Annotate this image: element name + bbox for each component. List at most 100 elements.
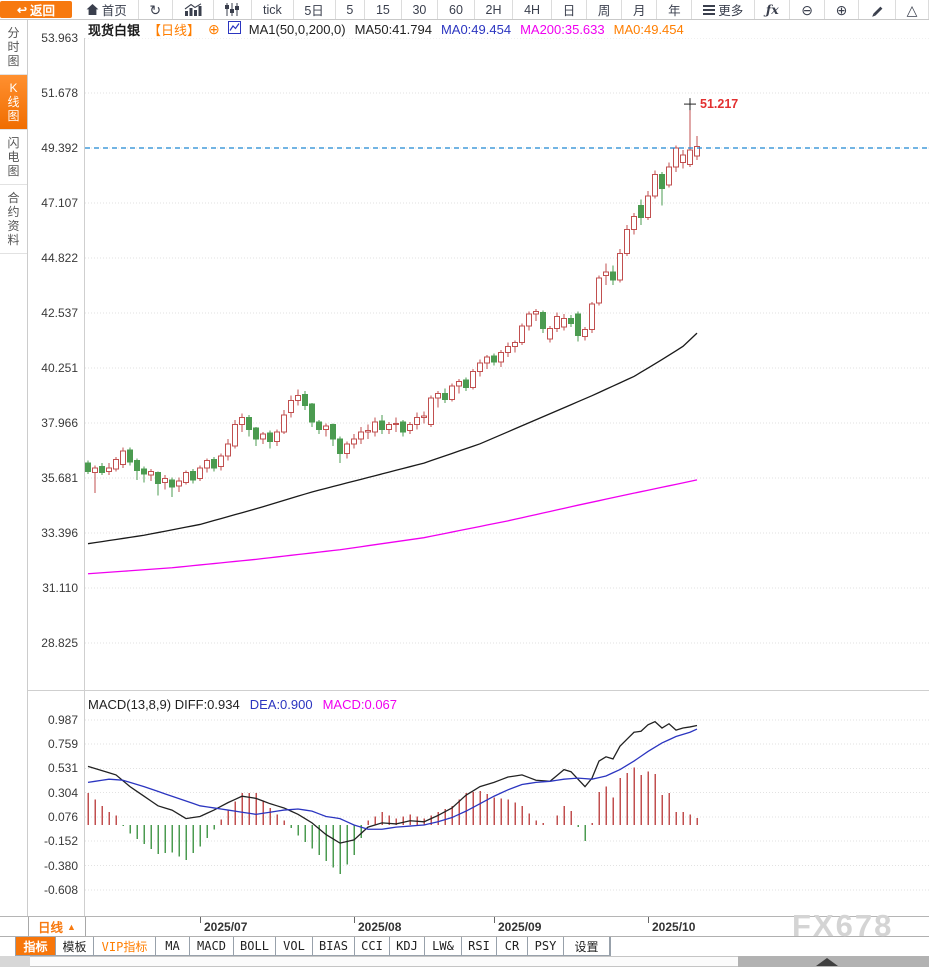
- fx-button[interactable]: ƒx: [755, 0, 791, 19]
- chevron-up-icon: ▲: [67, 921, 76, 932]
- sidebar-item-time-chart[interactable]: 分时图: [0, 20, 27, 75]
- period-button-15[interactable]: 15: [365, 0, 402, 19]
- main-y-axis-label: 40.251: [41, 360, 78, 375]
- period-dropdown-button[interactable]: 日线 ▲: [28, 917, 86, 936]
- tab-settings[interactable]: 设置: [564, 937, 610, 955]
- add-indicator-icon[interactable]: ⊕: [208, 20, 220, 37]
- candlestick-series: [85, 104, 700, 497]
- main-chart-legend: 现货白银 【日线】 ⊕ MA1(50,0,200,0) MA50:41.794 MA…: [88, 20, 693, 38]
- chart-canvas[interactable]: 51.217: [84, 38, 929, 916]
- more-label: 更多: [718, 4, 744, 18]
- main-y-axis-label: 49.392: [41, 141, 78, 155]
- sidebar-item-lightning-chart[interactable]: 闪电图: [0, 130, 27, 185]
- macd-diff-line: [87, 720, 698, 844]
- shapes-triangle-button[interactable]: △: [895, 0, 929, 19]
- ma-legend-values: MA1(50,0,200,0) MA50:41.794 MA0:49.454 MA20…: [249, 22, 693, 37]
- period-button-tick[interactable]: tick: [252, 0, 294, 19]
- sliders-button[interactable]: [213, 0, 253, 19]
- back-arrow-icon: ↩: [16, 2, 28, 17]
- tab-psy[interactable]: PSY: [528, 937, 564, 955]
- sidebar-item-contract-info[interactable]: 合约资料: [0, 185, 27, 254]
- tab-vip-indicators[interactable]: VIP指标: [94, 937, 156, 955]
- macd-legend: MACD(13,8,9) DIFF:0.934 DEA:0.900 MACD:0.0…: [88, 697, 407, 712]
- sliders-icon: [224, 3, 240, 16]
- zoom-out-icon: ⊖: [801, 1, 814, 18]
- bar-chart-button[interactable]: [172, 0, 214, 19]
- tab-rsi[interactable]: RSI: [462, 937, 497, 955]
- macd-legend-item: MACD:0.067: [322, 697, 398, 712]
- pen-button[interactable]: [859, 0, 896, 19]
- home-label: 首页: [101, 4, 127, 18]
- x-axis-tick: [354, 917, 355, 923]
- period-button-30[interactable]: 30: [401, 0, 439, 19]
- period-tag: 【日线】: [148, 22, 201, 38]
- tab-boll[interactable]: BOLL: [234, 937, 276, 955]
- macd-y-axis-label: 0.987: [47, 712, 78, 727]
- main-y-axis-label: 37.966: [41, 415, 78, 430]
- zoom-out-button[interactable]: ⊖: [790, 0, 825, 19]
- tab-indicators[interactable]: 指标: [16, 937, 56, 955]
- zoom-in-button[interactable]: ⊕: [824, 0, 860, 19]
- macd-y-axis-label: 0.076: [47, 809, 78, 824]
- period-button-5日[interactable]: 5日: [293, 0, 336, 19]
- period-button-2H[interactable]: 2H: [474, 0, 514, 19]
- horizontal-scrollbar-track[interactable]: [30, 956, 929, 967]
- macd-y-axis-label: 0.531: [47, 761, 78, 776]
- macd-legend-item: DEA:0.900: [249, 697, 313, 712]
- chart-style-icon[interactable]: [227, 21, 241, 37]
- top-toolbar: ↩ 返回 首页 ↻ tick 5日 5 15 30 60 2H 4H 日周月年 更多 ƒx ⊖ ⊕ △: [0, 0, 929, 20]
- tab-cr[interactable]: CR: [497, 937, 528, 955]
- x-axis-label: 2025/10: [652, 920, 696, 934]
- price-high-label: 51.217: [700, 97, 738, 111]
- tab-ma[interactable]: MA: [156, 937, 190, 955]
- tab-lwr[interactable]: LW&: [425, 937, 462, 955]
- period-button-周[interactable]: 周: [587, 0, 623, 19]
- more-button[interactable]: 更多: [692, 0, 756, 19]
- zoom-in-icon: ⊕: [835, 1, 848, 18]
- main-y-axis-label: 47.107: [41, 195, 78, 210]
- back-button[interactable]: ↩ 返回: [0, 1, 72, 18]
- scrollbar-arrow-icon: [816, 958, 838, 966]
- period-button-年[interactable]: 年: [657, 0, 693, 19]
- bar-chart-icon: [184, 3, 202, 16]
- x-axis-label: 2025/09: [498, 920, 542, 934]
- period-button-5[interactable]: 5: [335, 0, 366, 19]
- refresh-button[interactable]: ↻: [138, 0, 173, 19]
- home-button[interactable]: 首页: [75, 0, 139, 19]
- x-axis-tick: [648, 917, 649, 923]
- scrollbar-corner: [0, 956, 30, 967]
- tab-kdj[interactable]: KDJ: [390, 937, 425, 955]
- main-y-axis-label: 42.537: [41, 305, 78, 320]
- period-button-月[interactable]: 月: [622, 0, 658, 19]
- legend-ma-item: MA200:35.633: [520, 21, 605, 37]
- x-axis-tick: [494, 917, 495, 923]
- legend-ma-item: MA50:41.794: [354, 21, 432, 37]
- macd-y-axis-label: 0.759: [47, 737, 78, 752]
- macd-y-axis-label: -0.152: [43, 834, 78, 849]
- macd-y-axis-label: -0.380: [43, 858, 78, 873]
- macd-histogram: [87, 767, 698, 875]
- main-y-axis-label: 31.110: [42, 580, 78, 595]
- main-y-axis-label: 28.825: [41, 635, 78, 650]
- x-axis-label: 2025/08: [358, 920, 402, 934]
- bottom-tab-bar: 指标 模板 VIP指标 MA MACD BOLL VOL BIAS CCI KDJ LW& RSI CR…: [15, 937, 611, 956]
- tab-cci[interactable]: CCI: [355, 937, 390, 955]
- period-button-日[interactable]: 日: [551, 0, 588, 19]
- period-dropdown-label: 日线: [38, 921, 64, 935]
- period-button-4H[interactable]: 4H: [513, 0, 552, 19]
- period-button-60[interactable]: 60: [438, 0, 475, 19]
- refresh-icon: ↻: [149, 1, 162, 18]
- tab-bias[interactable]: BIAS: [313, 937, 355, 955]
- ma200-line: [87, 479, 698, 575]
- x-axis-label: 2025/07: [204, 920, 248, 934]
- main-y-axis-label: 35.681: [41, 470, 78, 485]
- macd-y-axis-label: 0.304: [47, 785, 78, 800]
- tab-templates[interactable]: 模板: [56, 937, 94, 955]
- home-icon: [86, 3, 99, 16]
- tab-macd[interactable]: MACD: [190, 937, 234, 955]
- tab-vol[interactable]: VOL: [276, 937, 313, 955]
- main-y-axis-label: 33.396: [41, 525, 78, 540]
